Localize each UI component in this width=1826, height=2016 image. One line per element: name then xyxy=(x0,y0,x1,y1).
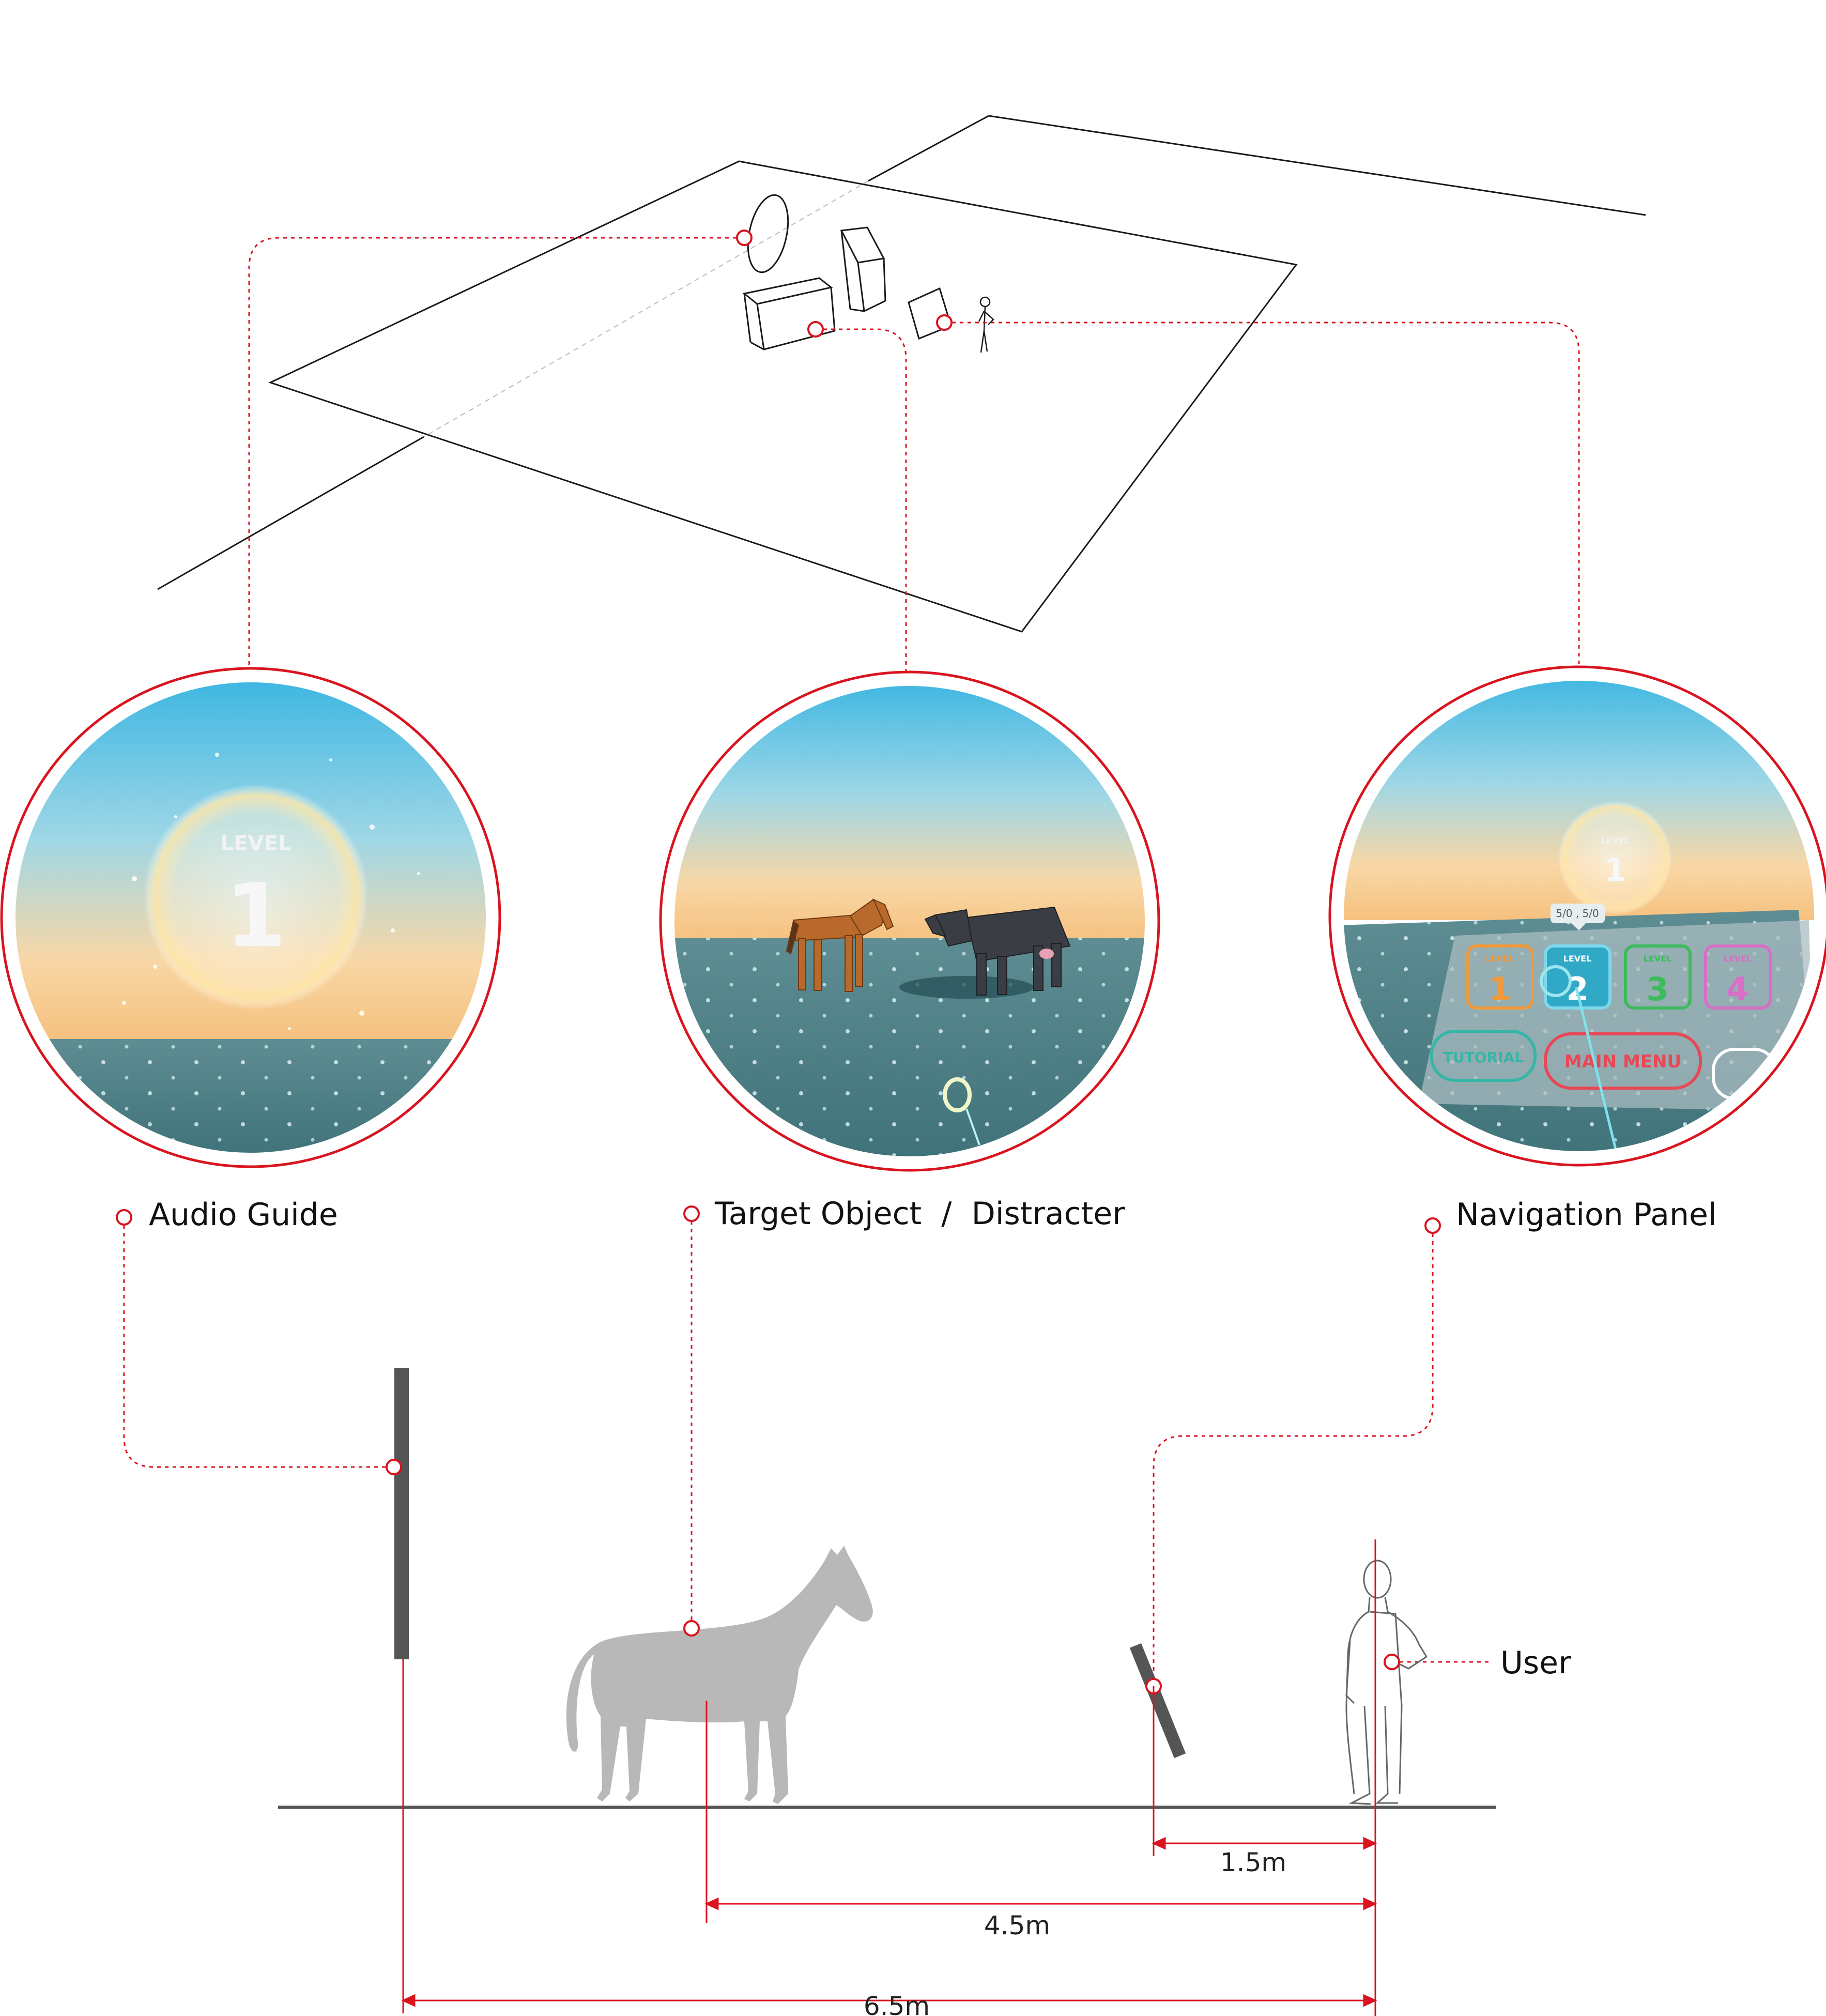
svg-text:TUTORIAL: TUTORIAL xyxy=(1443,1049,1524,1066)
floor-plane xyxy=(268,160,1298,633)
target-object-label-marker xyxy=(683,1205,700,1222)
target-object-side-marker xyxy=(683,1620,700,1637)
navigation-panel-view: LEVEL 1 5/0 , 5/0 LEVEL 1 LEVEL 2 L xyxy=(1328,665,1826,1167)
back-wall-lower-edge xyxy=(157,436,424,590)
audio-guide-label: Audio Guide xyxy=(149,1197,338,1233)
gaze-cursor-ring xyxy=(943,1077,972,1112)
audio-guide-view: LEVEL 1 xyxy=(0,667,501,1168)
side-elevation: User xyxy=(278,1368,1571,1809)
main-menu-button[interactable]: MAIN MENU xyxy=(1544,1032,1702,1090)
level-3-button[interactable]: LEVEL 3 xyxy=(1624,944,1692,1010)
cow-3d-model xyxy=(924,906,1071,996)
back-wall-left-edge xyxy=(868,115,989,182)
audio-guide-disc xyxy=(747,194,789,273)
back-wall-hidden-edge xyxy=(423,180,869,437)
svg-text:LEVEL: LEVEL xyxy=(1563,954,1592,964)
navigation-panel-label-marker xyxy=(1424,1217,1441,1234)
target-object-marker xyxy=(807,321,824,338)
svg-text:LEVEL: LEVEL xyxy=(1644,954,1672,964)
svg-text:1: 1 xyxy=(1489,970,1511,1008)
user-label: User xyxy=(1500,1645,1571,1681)
top-callout-markers xyxy=(736,230,953,338)
svg-text:MAIN MENU: MAIN MENU xyxy=(1564,1051,1681,1072)
cow-shadow xyxy=(899,976,1034,999)
audio-guide-disc-side xyxy=(394,1368,409,1659)
dimension-lines xyxy=(401,1539,1377,2016)
audio-guide-label-marker xyxy=(116,1209,132,1226)
dimension-labels: 1.5m 4.5m 6.5m xyxy=(864,1847,1286,2016)
distracter-box xyxy=(840,226,886,312)
level-4-button[interactable]: LEVEL 4 xyxy=(1704,944,1772,1010)
nav-level-number: 1 xyxy=(1604,851,1626,889)
bottom-callout-lines xyxy=(123,1221,1493,1685)
nav-cursor-ring xyxy=(1540,965,1572,997)
audio-guide-side-marker xyxy=(386,1459,402,1475)
back-wall-top-edge xyxy=(988,115,1646,216)
dim-target-to-user: 4.5m xyxy=(984,1911,1050,1941)
level-2-button[interactable]: LEVEL 2 xyxy=(1540,944,1612,1010)
top-callout-lines xyxy=(248,237,1580,673)
perspective-sketch xyxy=(157,115,1646,633)
section-labels: Audio Guide Target Object / Distracter N… xyxy=(116,1196,1717,1234)
navigation-panel-plane xyxy=(908,287,952,340)
svg-text:LEVEL: LEVEL xyxy=(1486,954,1514,964)
nav-score: 5/0 , 5/0 xyxy=(1556,907,1599,920)
svg-text:3: 3 xyxy=(1646,970,1668,1008)
audio-guide-marker xyxy=(736,230,753,246)
svg-text:LEVEL: LEVEL xyxy=(1724,954,1752,964)
navigation-panel-label: Navigation Panel xyxy=(1456,1197,1717,1233)
audio-guide-level-caption: LEVEL xyxy=(221,832,291,856)
horse-silhouette xyxy=(566,1546,873,1804)
dim-audio-to-user: 6.5m xyxy=(864,1991,930,2016)
audio-guide-level-number: 1 xyxy=(225,865,286,967)
target-object-label: Target Object / Distracter xyxy=(714,1196,1125,1232)
tiny-user-figure xyxy=(978,296,994,353)
navigation-panel-marker xyxy=(936,314,953,331)
dim-panel-to-user: 1.5m xyxy=(1220,1847,1286,1877)
target-object-view xyxy=(659,670,1160,1172)
horse-3d-model xyxy=(786,898,894,992)
svg-text:4: 4 xyxy=(1726,970,1748,1008)
target-box xyxy=(742,277,836,350)
user-figure xyxy=(1345,1560,1428,1805)
level-1-button[interactable]: LEVEL 1 xyxy=(1466,944,1534,1010)
nav-level-caption: LEVEL xyxy=(1601,836,1630,846)
tutorial-button[interactable]: TUTORIAL xyxy=(1430,1030,1537,1082)
navigation-panel-side xyxy=(1129,1643,1186,1759)
user-side-marker xyxy=(1384,1654,1400,1670)
